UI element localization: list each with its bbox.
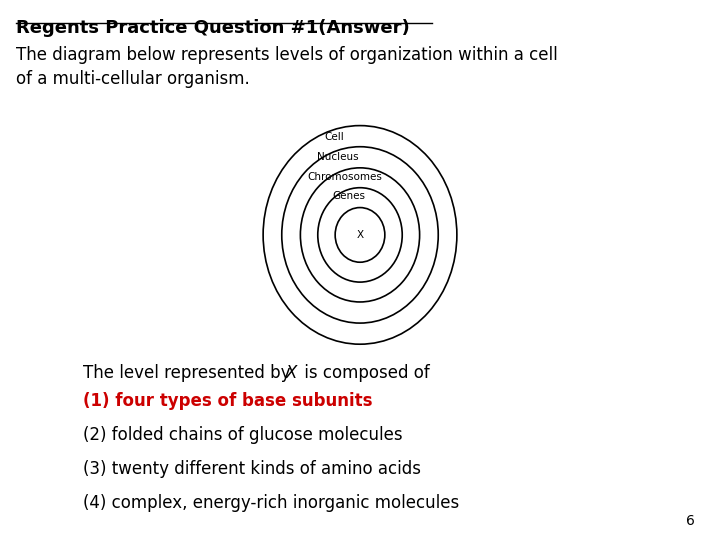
Text: X: X <box>286 364 297 382</box>
Text: (2) folded chains of glucose molecules: (2) folded chains of glucose molecules <box>83 426 402 443</box>
Text: The diagram below represents levels of organization within a cell: The diagram below represents levels of o… <box>16 46 557 64</box>
Text: is composed of: is composed of <box>299 364 430 382</box>
Text: of a multi-cellular organism.: of a multi-cellular organism. <box>16 70 250 88</box>
Text: 6: 6 <box>686 514 695 528</box>
Text: (1) four types of base subunits: (1) four types of base subunits <box>83 392 372 409</box>
Text: Genes: Genes <box>333 191 365 201</box>
Text: X: X <box>356 230 364 240</box>
Text: (3) twenty different kinds of amino acids: (3) twenty different kinds of amino acid… <box>83 460 420 477</box>
Text: Nucleus: Nucleus <box>317 152 359 161</box>
Text: Cell: Cell <box>324 132 343 142</box>
Text: Regents Practice Question #1(Answer): Regents Practice Question #1(Answer) <box>16 19 410 37</box>
Text: The level represented by: The level represented by <box>83 364 295 382</box>
Text: Chromosomes: Chromosomes <box>307 172 382 181</box>
Text: (4) complex, energy-rich inorganic molecules: (4) complex, energy-rich inorganic molec… <box>83 494 459 511</box>
